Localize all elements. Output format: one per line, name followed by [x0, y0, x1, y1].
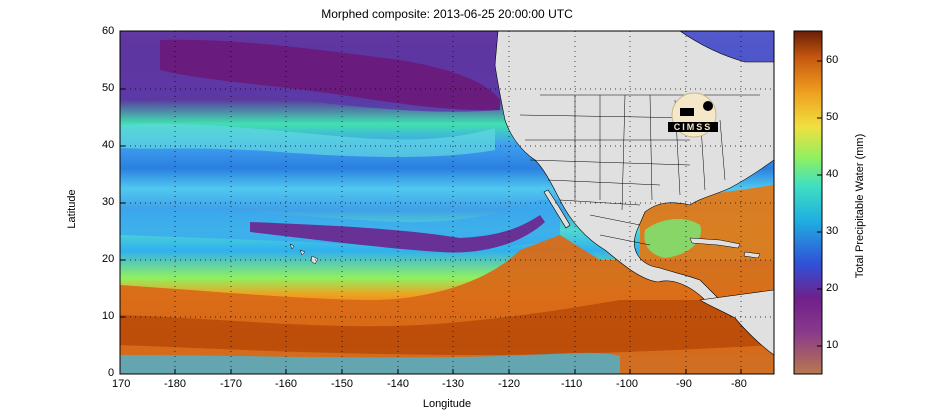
y-tick-label: 50 — [102, 82, 115, 94]
colorbar-tick-label: 10 — [826, 339, 839, 351]
x-tick-label: -140 — [387, 378, 410, 390]
y-tick-label: 40 — [102, 139, 115, 151]
x-tick-label: -180 — [164, 378, 187, 390]
colorbar-tick-label: 40 — [826, 168, 839, 180]
x-tick-label: -110 — [561, 378, 583, 390]
colorbar-tick-label: 50 — [826, 111, 839, 123]
y-tick-label: 10 — [102, 310, 115, 322]
x-tick-label: -130 — [442, 378, 465, 390]
svg-text:CIMSS: CIMSS — [674, 122, 713, 132]
x-tick-label: -90 — [676, 378, 692, 390]
y-axis-label: Latitude — [66, 189, 78, 229]
x-tick-label: -170 — [220, 378, 243, 390]
y-tick-label: 60 — [102, 25, 115, 37]
colorbar — [793, 30, 823, 375]
y-tick-label: 30 — [102, 196, 115, 208]
colorbar-tick-label: 20 — [826, 282, 839, 294]
cimss-logo: CIMSS — [668, 92, 718, 138]
x-axis-label: Longitude — [422, 398, 472, 410]
x-tick-label: -80 — [731, 378, 747, 390]
y-tick-label: 20 — [102, 253, 115, 265]
x-tick-label: -100 — [616, 378, 639, 390]
chart-title: Morphed composite: 2013-06-25 20:00:00 U… — [321, 7, 573, 21]
y-tick-label: 0 — [108, 367, 115, 379]
x-tick-label: 170 — [112, 378, 131, 390]
x-tick-label: -150 — [331, 378, 354, 390]
x-tick-label: -120 — [498, 378, 521, 390]
colorbar-tick-label: 60 — [826, 54, 839, 66]
colorbar-label: Total Precipitable Water (mm) — [854, 133, 866, 279]
tpw-field — [119, 30, 775, 375]
x-tick-label: -160 — [275, 378, 298, 390]
colorbar-tick-label: 30 — [826, 225, 839, 237]
